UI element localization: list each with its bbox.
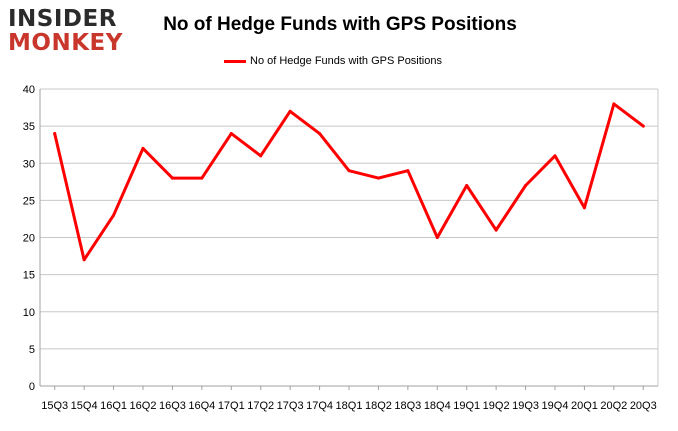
data-point (200, 176, 204, 180)
data-point (406, 169, 410, 173)
x-tick-label: 15Q3 (41, 400, 68, 412)
x-tick-label: 19Q2 (483, 400, 510, 412)
y-tick-label: 0 (29, 381, 35, 393)
insider-monkey-logo: INSIDER MONKEY (8, 6, 126, 56)
y-tick-label: 40 (23, 84, 35, 96)
legend-label: No of Hedge Funds with GPS Positions (250, 55, 442, 67)
logo-text-monkey: MONKEY (8, 30, 123, 56)
data-point (376, 176, 380, 180)
data-point (494, 228, 498, 232)
y-tick-label: 35 (23, 121, 35, 133)
y-tick-label: 25 (23, 195, 35, 207)
data-point (582, 206, 586, 210)
x-tick-label: 20Q2 (600, 400, 627, 412)
series-line-0 (53, 102, 645, 262)
chart-title: No of Hedge Funds with GPS Positions (163, 14, 517, 35)
data-point (553, 154, 557, 158)
data-point (465, 184, 469, 188)
logo-text-insider: INSIDER (8, 6, 117, 32)
data-point (347, 169, 351, 173)
x-tick-label: 16Q2 (130, 400, 157, 412)
x-tick-label: 17Q3 (277, 400, 304, 412)
legend-swatch (224, 60, 246, 63)
data-point (259, 154, 263, 158)
y-tick-label: 15 (23, 270, 35, 282)
data-point (53, 132, 57, 136)
data-point (288, 109, 292, 113)
x-tick-label: 15Q4 (71, 400, 98, 412)
data-point (318, 132, 322, 136)
data-point (229, 132, 233, 136)
x-tick-label: 18Q4 (424, 400, 451, 412)
x-tick-label: 18Q3 (394, 400, 421, 412)
x-tick-label: 19Q1 (453, 400, 480, 412)
x-tick-label: 19Q4 (542, 400, 569, 412)
y-tick-label: 10 (23, 307, 35, 319)
data-point (141, 146, 145, 150)
x-tick-label: 18Q1 (336, 400, 363, 412)
x-tick-label: 19Q3 (512, 400, 539, 412)
x-tick-label: 17Q2 (247, 400, 274, 412)
data-point (82, 258, 86, 262)
x-tick-label: 20Q1 (571, 400, 598, 412)
x-tick-label: 16Q1 (100, 400, 127, 412)
x-tick-label: 17Q1 (218, 400, 245, 412)
data-point (112, 213, 116, 217)
y-tick-label: 20 (23, 233, 35, 245)
x-tick-label: 16Q3 (159, 400, 186, 412)
x-tick-label: 18Q2 (365, 400, 392, 412)
y-tick-label: 5 (29, 344, 35, 356)
y-tick-label: 30 (23, 158, 35, 170)
data-point (641, 124, 645, 128)
data-point (435, 236, 439, 239)
x-tick-label: 16Q4 (188, 400, 215, 412)
data-point (170, 176, 174, 180)
data-point (524, 184, 528, 188)
x-tick-label: 20Q3 (630, 400, 657, 412)
data-point (612, 102, 616, 106)
x-tick-label: 17Q4 (306, 400, 333, 412)
